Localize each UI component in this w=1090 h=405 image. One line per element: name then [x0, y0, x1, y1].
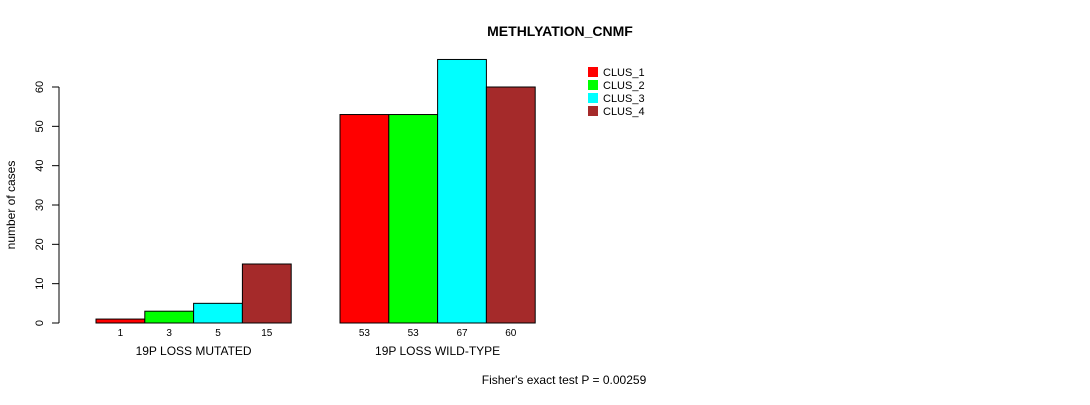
bar-clus_1: [95, 318, 146, 324]
bar-value-label: 60: [505, 328, 517, 339]
bar-clus_3: [193, 302, 243, 324]
bar-value-label: 15: [261, 328, 273, 339]
bar-clus_2: [388, 114, 439, 324]
y-tick-label: 10: [34, 278, 46, 290]
legend-label: CLUS_3: [603, 93, 645, 105]
legend-label: CLUS_1: [603, 67, 645, 79]
y-tick-label: 20: [34, 238, 46, 250]
y-tick-label: 50: [34, 120, 46, 132]
legend-swatch: [588, 93, 598, 103]
y-tick-label: 60: [34, 81, 46, 93]
bar-clus_1: [339, 114, 390, 324]
y-axis: 0 10 20 30 40 50 60: [34, 81, 60, 326]
y-tick-label: 0: [34, 320, 46, 326]
bar-clus_4: [241, 263, 292, 324]
y-tick-label: 40: [34, 160, 46, 172]
bar-value-label: 53: [408, 328, 420, 339]
bar-clus_4: [485, 86, 536, 324]
x-category-label: 19P LOSS MUTATED: [136, 344, 252, 358]
bar-value-label: 67: [456, 328, 468, 339]
x-category-label: 19P LOSS WILD-TYPE: [375, 344, 500, 358]
chart-title: METHLYATION_CNMF: [487, 23, 633, 39]
legend-swatch: [588, 67, 598, 77]
legend-label: CLUS_4: [603, 106, 645, 118]
bar-value-label: 1: [118, 328, 124, 339]
bar-value-label: 3: [166, 328, 172, 339]
bar-clus_3: [437, 58, 487, 324]
bars: 1 3 5 15 19P LOSS MUTATED 53 53 67 60 19P LOSS WI…: [95, 58, 536, 358]
fisher-test-annotation: Fisher's exact test P = 0.00259: [482, 373, 647, 387]
legend-swatch: [588, 80, 598, 90]
bar-value-label: 5: [215, 328, 221, 339]
bar-value-label: 53: [359, 328, 371, 339]
y-axis-label: number of cases: [4, 161, 18, 250]
legend-swatch: [588, 106, 598, 116]
legend-label: CLUS_2: [603, 80, 645, 92]
y-tick-label: 30: [34, 199, 46, 211]
bar-clus_2: [144, 310, 195, 324]
